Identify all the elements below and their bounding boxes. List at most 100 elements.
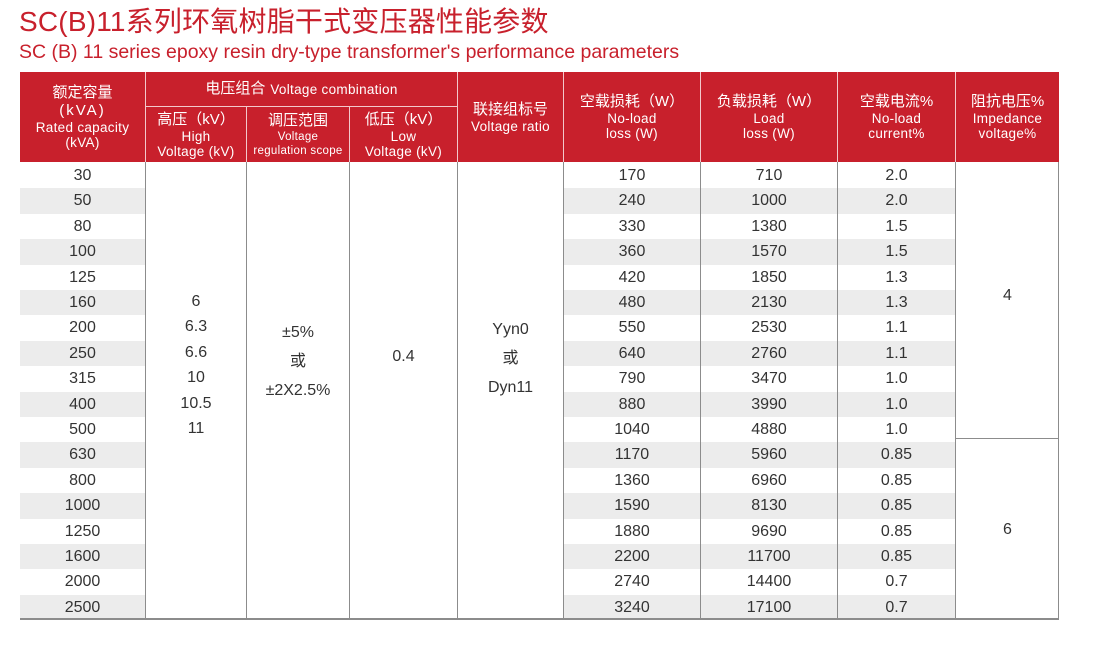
cell-no-load-loss: 1880 [614, 522, 650, 540]
header-voltage-combination: 电压组合 Voltage combination [146, 72, 457, 106]
header-rated-capacity: 额定容量 (kVA) Rated capacity (kVA) [20, 72, 145, 162]
cell-load-loss: 9690 [751, 522, 787, 540]
cell-capacity: 1000 [64, 497, 101, 515]
divider [837, 162, 838, 619]
cell-capacity: 80 [73, 217, 92, 235]
table-row: 30 170 710 2.0 [20, 163, 1059, 188]
cell-no-load-current: 0.85 [880, 522, 913, 540]
cell-no-load-current: 1.0 [885, 395, 908, 413]
impedance-merged-cell-1: 4 [956, 163, 1059, 438]
header-divider [700, 72, 701, 162]
header-divider [246, 107, 247, 162]
header-impedance-voltage: 阻抗电压% Impedance voltage% [956, 72, 1059, 162]
header-divider [457, 72, 458, 162]
cell-load-loss: 2760 [751, 344, 787, 362]
cell-capacity: 200 [69, 319, 96, 337]
cell-capacity: 1250 [64, 522, 101, 540]
divider [955, 162, 956, 619]
cell-load-loss: 4880 [751, 421, 787, 438]
header-regulation-scope: 调压范围 Voltage regulation scope [247, 107, 349, 162]
cell-load-loss: 1850 [751, 268, 787, 286]
cell-load-loss: 5960 [751, 446, 787, 464]
cell-no-load-loss: 480 [618, 294, 646, 311]
high-voltage-merged-cell: 6 6.3 6.6 10 10.5 11 [146, 163, 246, 619]
cell-capacity: 2500 [64, 598, 101, 616]
cell-capacity: 50 [73, 192, 92, 210]
cell-load-loss: 11700 [747, 548, 791, 565]
cell-load-loss: 2530 [751, 319, 787, 337]
page-title-cn: SC(B)11系列环氧树脂干式变压器性能参数 [19, 6, 549, 37]
header-divider [837, 72, 838, 162]
cell-no-load-loss: 330 [618, 217, 646, 235]
cell-no-load-current: 1.5 [885, 217, 908, 235]
table-bottom-border [20, 618, 1059, 620]
table-row: 315 790 3470 1.0 [20, 366, 1059, 391]
cell-capacity: 315 [69, 370, 96, 388]
cell-no-load-current: 1.5 [885, 243, 908, 261]
cell-capacity: 30 [73, 167, 92, 184]
cell-no-load-loss: 790 [618, 370, 646, 388]
cell-capacity: 800 [69, 471, 96, 489]
header-no-load-loss: 空载损耗（W） No-load loss (W) [564, 72, 700, 162]
cell-no-load-current: 0.7 [885, 573, 908, 591]
cell-no-load-current: 0.7 [885, 598, 908, 616]
table-row: 200 550 2530 1.1 [20, 315, 1059, 340]
divider [457, 162, 458, 619]
cell-no-load-loss: 2740 [614, 573, 650, 591]
cell-no-load-current: 2.0 [885, 192, 908, 210]
header-divider [145, 72, 146, 162]
cell-no-load-loss: 1590 [614, 497, 650, 515]
header-divider [563, 72, 564, 162]
divider [1058, 162, 1059, 619]
header-high-voltage: 高压（kV） High Voltage (kV) [146, 107, 246, 162]
cell-no-load-loss: 1360 [614, 471, 650, 489]
cell-no-load-loss: 2200 [614, 548, 650, 565]
cell-load-loss: 1570 [751, 243, 787, 261]
cell-no-load-loss: 240 [618, 192, 646, 210]
table-row: 1250 1880 9690 0.85 [20, 519, 1059, 544]
cell-no-load-loss: 1170 [614, 446, 650, 464]
cell-load-loss: 1380 [751, 217, 787, 235]
cell-capacity: 400 [69, 395, 96, 413]
impedance-divider [956, 438, 1059, 439]
table-row: 500 1040 4880 1.0 [20, 417, 1059, 442]
table-row: 2000 2740 14400 0.7 [20, 569, 1059, 594]
low-voltage-merged-cell: 0.4 [350, 163, 457, 619]
divider [563, 162, 564, 619]
vector-group-merged-cell: Yyn0 或 Dyn11 [458, 163, 563, 619]
cell-load-loss: 3990 [751, 395, 787, 413]
performance-table: 额定容量 (kVA) Rated capacity (kVA) 电压组合 Vol… [20, 72, 1059, 621]
cell-capacity: 125 [69, 268, 96, 286]
cell-capacity: 250 [69, 344, 96, 362]
cell-no-load-current: 0.85 [880, 548, 913, 565]
header-no-load-current: 空载电流% No-load current% [838, 72, 955, 162]
cell-no-load-loss: 3240 [614, 598, 650, 616]
cell-no-load-current: 1.0 [885, 421, 908, 438]
page-title-en: SC (B) 11 series epoxy resin dry-type tr… [19, 41, 680, 63]
header-divider [955, 72, 956, 162]
divider [145, 162, 146, 619]
cell-no-load-current: 0.85 [880, 471, 913, 489]
cell-load-loss: 3470 [751, 370, 787, 388]
cell-load-loss: 17100 [746, 598, 792, 616]
header-divider [146, 106, 457, 107]
table-row: 800 1360 6960 0.85 [20, 468, 1059, 493]
cell-no-load-current: 1.0 [885, 370, 908, 388]
cell-no-load-loss: 360 [618, 243, 646, 261]
cell-capacity: 500 [69, 421, 96, 438]
cell-load-loss: 2130 [751, 294, 787, 311]
impedance-merged-cell-2: 6 [956, 439, 1059, 618]
cell-capacity: 630 [69, 446, 96, 464]
cell-capacity: 2000 [64, 573, 101, 591]
cell-no-load-loss: 170 [618, 167, 646, 184]
header-low-voltage: 低压（kV） Low Voltage (kV) [350, 107, 457, 162]
cell-load-loss: 14400 [746, 573, 792, 591]
table-row: 125 420 1850 1.3 [20, 265, 1059, 290]
cell-capacity: 160 [69, 294, 96, 311]
cell-no-load-loss: 640 [618, 344, 646, 362]
cell-load-loss: 8130 [751, 497, 787, 515]
cell-load-loss: 6960 [751, 471, 787, 489]
table-row: 80 330 1380 1.5 [20, 214, 1059, 239]
cell-no-load-current: 1.1 [885, 344, 908, 362]
cell-no-load-loss: 420 [618, 268, 646, 286]
